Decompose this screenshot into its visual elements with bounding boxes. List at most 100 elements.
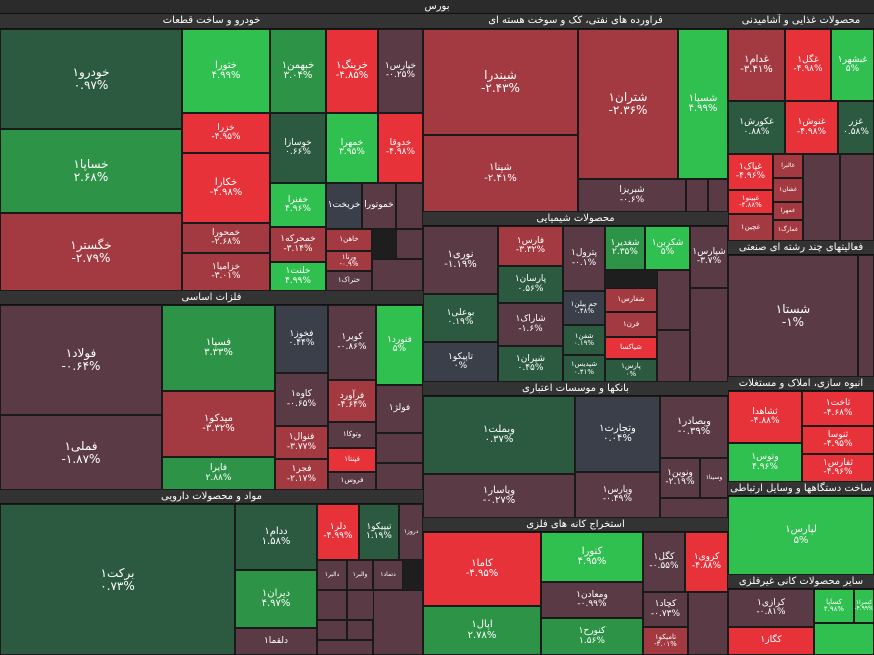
stock-tile[interactable]: خزامیا۱ -۳.۰۱% [182,253,270,291]
stock-tile[interactable]: نوری۱ -۱.۱۹% [423,226,498,294]
stock-tile[interactable]: شبریزا -۰.۶% [578,179,686,212]
stock-tile[interactable]: کگاز۱ [728,627,814,655]
stock-tile[interactable]: خفنرا ۴.۹۶% [270,183,326,227]
stock-tile[interactable]: غزر ۰.۵۸% [838,101,874,154]
stock-tile[interactable] [317,640,373,655]
stock-tile[interactable]: خمهرا ۳.۹۵% [326,113,378,183]
stock-tile[interactable] [396,229,423,259]
stock-tile[interactable]: غمارگ۱ [773,220,803,241]
stock-tile[interactable]: دتماد۱ [373,560,403,590]
stock-tile[interactable]: خساپا۱ ۲.۶۸% [0,129,182,213]
stock-tile[interactable]: فجر۱ -۲.۱۷% [275,459,328,490]
stock-tile[interactable] [660,498,728,518]
stock-tile[interactable]: ثشاهدا -۴.۸۸% [728,391,802,443]
stock-tile[interactable]: وبملت۱ ۰.۳۷% [423,396,575,474]
stock-tile[interactable]: ثاخت۱ -۴.۶۸% [802,391,874,426]
stock-tile[interactable]: خگستر۱ -۲.۷۹% [0,213,182,291]
stock-tile[interactable]: شبندرا -۲.۴۳% [423,29,578,135]
stock-tile[interactable]: خریخت۱ [326,183,362,229]
stock-tile[interactable]: ختراک۱ [326,271,372,291]
stock-tile[interactable]: وتوکا۱ [328,422,376,448]
stock-tile[interactable]: ثفارس۱ -۴.۹۶% [802,454,874,482]
stock-tile[interactable] [372,259,423,291]
stock-tile[interactable]: خموتورا [362,183,396,229]
stock-tile[interactable]: دروز۱ [399,504,423,560]
stock-tile[interactable]: کچاد۱ -۰.۷۳% [643,592,688,627]
stock-tile[interactable] [317,590,347,620]
stock-tile[interactable]: لپارس۱ ۵% [728,496,874,575]
stock-tile[interactable]: شغدیر۱ ۲.۳۵% [605,226,645,270]
stock-tile[interactable]: خرینگ۱ -۴.۸۵% [326,29,378,113]
stock-tile[interactable]: وتجارت۱ ۰.۰۴% [575,396,660,472]
stock-tile[interactable]: وپارس۱ -۰.۴۹% [575,472,660,518]
stock-tile[interactable]: کویر۱ -۰.۸۶% [328,305,376,380]
stock-tile[interactable]: خاهن۱ [326,229,372,251]
stock-tile[interactable]: شپارس۱ -۳.۷% [690,226,728,288]
stock-tile[interactable] [347,590,377,620]
stock-tile[interactable]: کاما۱ -۴.۹۵% [423,532,541,606]
stock-tile[interactable]: کسرا۱ -۴.۹۹% [854,589,874,623]
stock-tile[interactable]: تاپیکو۱ ۰% [423,342,498,382]
stock-tile[interactable] [657,270,690,330]
stock-tile[interactable]: غپاک۱ -۴.۹۶% [728,154,773,190]
stock-tile[interactable]: غشان۱ [773,178,803,202]
stock-tile[interactable]: وتوس۱ ۴.۹۶% [728,443,802,482]
stock-tile[interactable] [690,288,728,382]
stock-tile[interactable]: وپاسار۱ -۰.۲۷% [423,474,575,518]
stock-tile[interactable]: غچین۱ [728,214,773,241]
stock-tile[interactable]: غپینو۱ -۴.۸۸% [728,190,773,214]
stock-tile[interactable]: خبهمن۱ ۳.۰۴% [270,29,326,113]
stock-tile[interactable]: خمحرکه۱ -۳.۱۴% [270,227,326,262]
stock-tile[interactable] [840,154,874,241]
stock-tile[interactable]: کرازی۱ -۰.۸۱% [728,589,814,627]
stock-tile[interactable]: کروی۱ -۴.۸۸% [685,532,728,592]
stock-tile[interactable]: فنورد۱ ۵% [376,305,423,385]
stock-tile[interactable]: غکورش۱ ۰.۸۸% [728,101,785,154]
stock-tile[interactable] [814,623,874,655]
stock-tile[interactable] [657,330,690,382]
stock-tile[interactable]: ومعادن۱ -۰.۹۹% [541,582,643,618]
stock-tile[interactable]: فنوال۱ -۳.۷۷% [275,426,328,459]
stock-tile[interactable]: خزرا -۴.۹۵% [182,113,270,153]
stock-tile[interactable]: جم پیلن۱ ۰.۴۸% [563,291,605,325]
stock-tile[interactable]: غدام۱ -۳.۴۱% [728,29,785,101]
stock-tile[interactable]: شستا۱ -۱% [728,255,858,377]
stock-tile[interactable]: خودرو۱ ۰.۹۷% [0,29,182,129]
stock-tile[interactable] [803,154,840,241]
stock-tile[interactable]: دالبر۱ [317,560,347,590]
stock-tile[interactable]: کساپا ۴.۹۸% [814,589,854,623]
stock-tile[interactable]: ختورا ۴.۹۹% [182,29,270,113]
stock-tile[interactable]: غمهرا [773,202,803,220]
stock-tile[interactable]: فولژ۱ [376,385,423,433]
stock-tile[interactable] [708,179,728,212]
stock-tile[interactable] [396,183,423,229]
stock-tile[interactable]: غگل۱ -۴.۹۸% [785,29,831,101]
stock-tile[interactable]: شپنا۱ -۲.۴۱% [423,135,578,212]
stock-tile[interactable]: غالبرا [773,154,803,178]
stock-tile[interactable]: ونوین۱ -۲.۱۹% [660,458,700,498]
stock-tile[interactable]: غبشهر۱ ۵% [831,29,874,101]
stock-tile[interactable]: غنوش۱ -۴.۹۸% [785,101,838,154]
stock-tile[interactable]: پارسان۱ ۰.۵۶% [498,266,563,303]
stock-tile[interactable]: دیران۱ ۴.۹۷% [235,570,317,628]
stock-tile[interactable]: خوسازا ۰.۶۶% [270,113,326,183]
stock-tile[interactable]: خکارا -۴.۹۸% [182,153,270,223]
stock-tile[interactable]: کنورا ۴.۹۵% [541,532,643,582]
stock-tile[interactable]: ورنا۱ -۰.۹% [326,251,372,271]
stock-tile[interactable] [317,620,347,640]
stock-tile[interactable]: اپال۱ ۲.۷۸% [423,606,541,655]
stock-tile[interactable]: پارس۱ ۰% [605,359,657,382]
stock-tile[interactable]: فرآورد -۴.۶۴% [328,380,376,422]
stock-tile[interactable]: شپران۱ ۰.۴۵% [498,346,563,382]
stock-tile[interactable]: کاوه۱ -۰.۶۵% [275,373,328,426]
stock-tile[interactable] [858,255,874,377]
stock-tile[interactable] [376,433,423,463]
stock-tile[interactable] [686,179,708,212]
stock-tile[interactable]: پترول۱ -۰.۱% [563,226,605,291]
stock-tile[interactable]: فایرا ۲.۸۸% [162,457,275,490]
stock-tile[interactable]: شفارس۱ [605,288,657,312]
stock-tile[interactable]: فخوز۱ ۰.۴۴% [275,305,328,373]
stock-tile[interactable]: ثنوسا -۴.۹۵% [802,426,874,454]
stock-tile[interactable]: شپدیس۱ ۰.۴۱% [563,355,605,382]
stock-tile[interactable]: کگل۱ -۰.۵۵% [643,532,685,592]
